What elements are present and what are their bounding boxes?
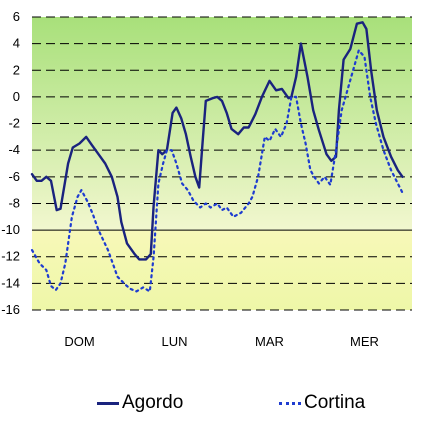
- y-tick-label: -8: [8, 195, 20, 210]
- series-lines: [30, 21, 404, 293]
- legend-label-agordo: Agordo: [122, 392, 184, 413]
- y-tick-label: -4: [8, 142, 20, 157]
- x-category-label: DOM: [64, 334, 94, 349]
- series-line-cortina: [30, 49, 404, 293]
- y-axis-ticks: 6 4 2 0 -2 -4 -6 -8 -10 -12 -14 -16: [1, 9, 20, 317]
- y-tick-label: 4: [13, 36, 20, 51]
- background-band-below: [32, 230, 412, 310]
- y-tick-label: -14: [1, 275, 20, 290]
- y-tick-label: -6: [8, 169, 20, 184]
- y-tick-label: 2: [13, 62, 20, 77]
- legend-item-agordo: Agordo: [97, 392, 183, 414]
- legend-swatch-cortina: [279, 401, 301, 405]
- x-category-label: MAR: [255, 334, 284, 349]
- legend: Agordo Cortina: [0, 392, 425, 418]
- legend-label-cortina: Cortina: [304, 392, 366, 413]
- y-tick-label: 0: [13, 89, 20, 104]
- y-tick-label: -10: [1, 222, 20, 237]
- plot-background: [32, 17, 412, 310]
- x-category-label: LUN: [161, 334, 187, 349]
- y-tick-label: -2: [8, 116, 20, 131]
- y-tick-label: -12: [1, 249, 20, 264]
- grid-lines: [32, 16, 412, 311]
- x-axis-ticks: DOM LUN MAR MER: [64, 334, 379, 349]
- y-tick-label: 6: [13, 9, 20, 24]
- x-category-label: MER: [350, 334, 379, 349]
- y-tick-label: -16: [1, 302, 20, 317]
- legend-swatch-agordo: [97, 401, 119, 405]
- legend-item-cortina: Cortina: [279, 392, 365, 414]
